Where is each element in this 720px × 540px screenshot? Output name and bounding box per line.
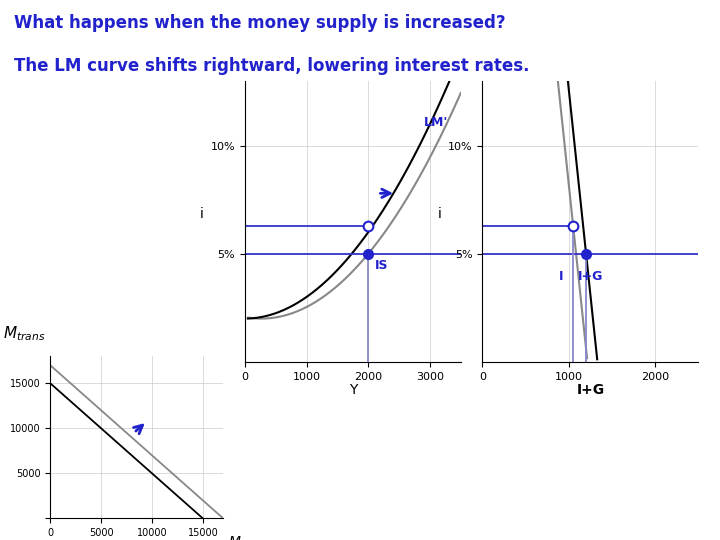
Y-axis label: i: i [438, 207, 441, 221]
Y-axis label: i: i [200, 207, 204, 221]
Text: LM': LM' [424, 116, 448, 130]
Text: IS: IS [374, 259, 388, 272]
Text: $M_{trans}$: $M_{trans}$ [3, 324, 45, 343]
Text: What happens when the money supply is increased?: What happens when the money supply is in… [14, 14, 506, 31]
Text: $M_{spec}$: $M_{spec}$ [228, 535, 265, 540]
X-axis label: I+G: I+G [576, 383, 605, 397]
Text: I+G: I+G [577, 269, 603, 283]
Text: I: I [559, 269, 563, 283]
X-axis label: Y: Y [348, 383, 357, 397]
Text: The LM curve shifts rightward, lowering interest rates.: The LM curve shifts rightward, lowering … [14, 57, 530, 75]
